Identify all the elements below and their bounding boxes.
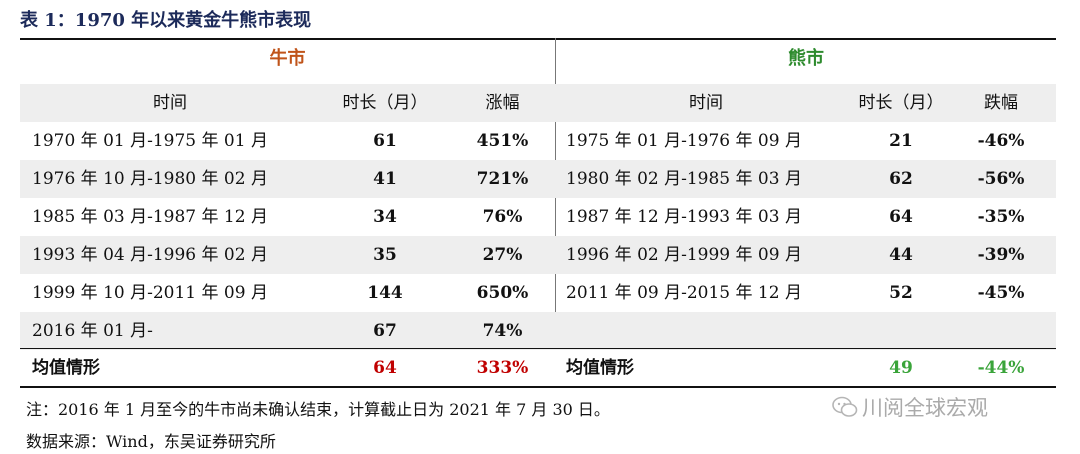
bear-duration: 52 (889, 283, 913, 303)
bull-duration: 67 (373, 321, 397, 341)
bear-avg-change: -44% (977, 358, 1025, 378)
average-row: 均值情形 64 333% 均值情形 49 -44% (20, 348, 1056, 387)
bull-duration: 61 (373, 131, 397, 151)
column-header-row: 时间 时长（月） 涨幅 时间 时长（月） 跌幅 (20, 84, 1056, 122)
bull-change: 27% (482, 245, 523, 265)
bear-change: -35% (977, 207, 1025, 227)
bear-avg-duration: 49 (889, 358, 913, 378)
bull-avg-change: 333% (476, 358, 529, 378)
bear-col-time: 时间 (689, 93, 723, 113)
bull-duration: 35 (373, 245, 397, 265)
bull-time: 2016 年 01 月- (32, 321, 153, 341)
bull-header: 牛市 (269, 48, 306, 69)
bull-change: 76% (482, 207, 523, 227)
watermark: 川阅全球宏观 (832, 392, 988, 422)
watermark-text: 川阅全球宏观 (862, 396, 988, 420)
bear-duration: 44 (889, 245, 913, 265)
bear-duration: 21 (889, 131, 913, 151)
bear-col-change: 跌幅 (984, 93, 1018, 113)
bear-change: -46% (977, 131, 1025, 151)
bull-avg-duration: 64 (373, 358, 397, 378)
table-title: 表 1：1970 年以来黄金牛熊市表现 (20, 10, 312, 31)
bear-change: -56% (977, 169, 1025, 189)
bull-time: 1976 年 10 月-1980 年 02 月 (32, 169, 268, 189)
table-note: 注：2016 年 1 月至今的牛市尚未确认结束，计算截止日为 2021 年 7 … (26, 400, 610, 419)
bull-col-time: 时间 (153, 93, 187, 113)
table-row: 1993 年 04 月-1996 年 02 月 35 27% 1996 年 02… (20, 236, 1056, 274)
table-row: 1999 年 10 月-2011 年 09 月 144 650% 2011 年 … (20, 274, 1056, 312)
top-rule (20, 38, 1056, 40)
table-row: 1985 年 03 月-1987 年 12 月 34 76% 1987 年 12… (20, 198, 1056, 236)
bull-duration: 34 (373, 207, 397, 227)
bear-duration: 62 (889, 169, 913, 189)
bear-change: -39% (977, 245, 1025, 265)
table-row: 1970 年 01 月-1975 年 01 月 61 451% 1975 年 0… (20, 122, 1056, 160)
bull-change: 451% (476, 131, 529, 151)
data-source: 数据来源：Wind，东吴证券研究所 (26, 432, 276, 451)
bull-change: 650% (476, 283, 529, 303)
bull-time: 1985 年 03 月-1987 年 12 月 (32, 207, 268, 227)
bear-col-duration: 时长（月） (858, 93, 944, 113)
bull-change: 74% (482, 321, 523, 341)
bull-time: 1993 年 04 月-1996 年 02 月 (32, 245, 268, 265)
table-row: 2016 年 01 月- 67 74% (20, 312, 1056, 350)
wechat-icon (832, 396, 858, 418)
bear-time: 1975 年 01 月-1976 年 09 月 (566, 131, 802, 151)
bull-time: 1999 年 10 月-2011 年 09 月 (32, 283, 268, 303)
bull-change: 721% (476, 169, 529, 189)
bear-time: 1987 年 12 月-1993 年 03 月 (566, 207, 802, 227)
bear-time: 2011 年 09 月-2015 年 12 月 (566, 283, 802, 303)
bear-duration: 64 (889, 207, 913, 227)
bear-header: 熊市 (788, 48, 824, 69)
bull-avg-label: 均值情形 (32, 358, 100, 378)
table-row: 1976 年 10 月-1980 年 02 月 41 721% 1980 年 0… (20, 160, 1056, 198)
bull-col-duration: 时长（月） (342, 93, 428, 113)
bottom-rule (20, 386, 1056, 388)
bear-time: 1980 年 02 月-1985 年 03 月 (566, 169, 802, 189)
bull-col-change: 涨幅 (485, 93, 520, 113)
bear-avg-label: 均值情形 (566, 358, 634, 378)
bear-change: -45% (977, 283, 1025, 303)
bull-duration: 41 (373, 169, 397, 189)
bull-time: 1970 年 01 月-1975 年 01 月 (32, 131, 268, 151)
bull-duration: 144 (367, 283, 403, 303)
bear-time: 1996 年 02 月-1999 年 09 月 (566, 245, 802, 265)
